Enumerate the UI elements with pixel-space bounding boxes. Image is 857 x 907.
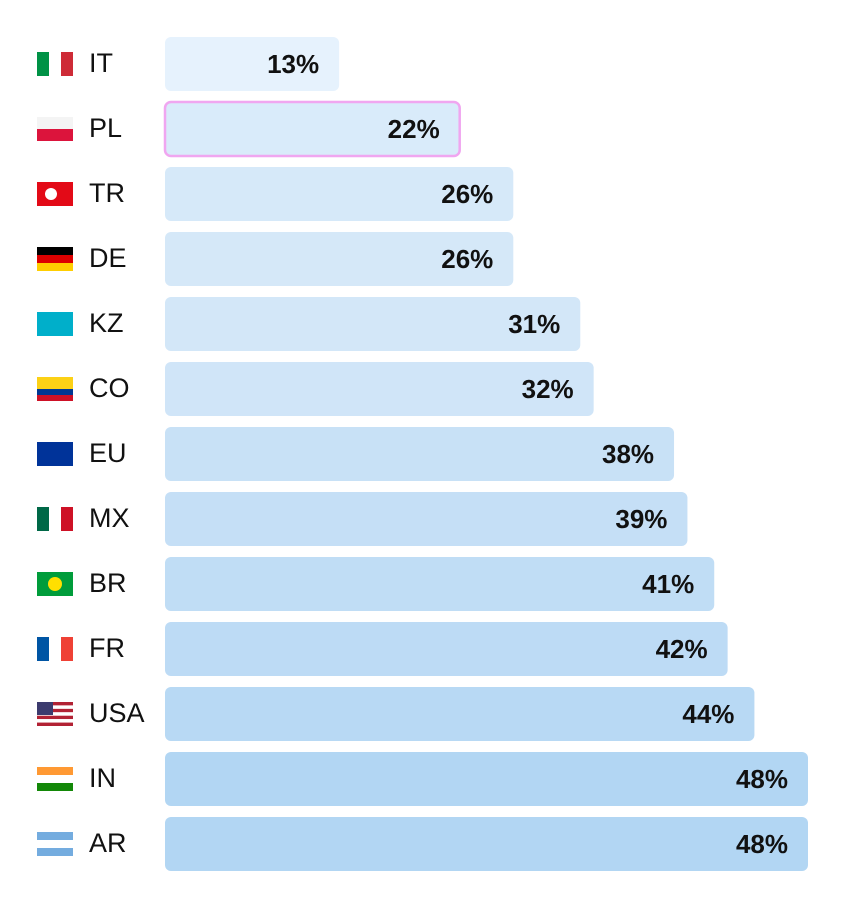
flag-stripe <box>49 637 61 661</box>
category-label: MX <box>89 503 130 533</box>
flag-stripe <box>61 507 73 531</box>
flag-stripe <box>37 848 73 856</box>
bar <box>165 817 808 871</box>
category-label: FR <box>89 633 125 663</box>
flag-stripe <box>37 255 73 263</box>
category-label: AR <box>89 828 127 858</box>
flag-stripe <box>37 383 73 389</box>
flag-stripe <box>37 708 73 713</box>
flag-stripe <box>37 775 73 783</box>
flag <box>37 702 73 726</box>
flag-stripe <box>37 715 73 720</box>
bar <box>165 752 808 806</box>
flag-stripe <box>37 705 73 709</box>
value-label: 39% <box>615 504 667 534</box>
value-label: 32% <box>522 374 574 404</box>
bar <box>165 557 715 611</box>
flag <box>37 117 73 141</box>
flag-stripe <box>37 719 73 723</box>
flag-stripe <box>61 637 73 661</box>
flag-moon <box>45 188 57 200</box>
flag-stripe <box>37 117 73 129</box>
flag-stripe <box>49 52 61 76</box>
category-label: DE <box>89 243 127 273</box>
flag-stripe <box>49 507 61 531</box>
category-label: EU <box>89 438 127 468</box>
category-label: IN <box>89 763 116 793</box>
flag-stripe <box>37 52 49 76</box>
value-label: 31% <box>508 309 560 339</box>
flag-canton <box>37 702 53 715</box>
flag-stripe <box>37 722 73 726</box>
bar <box>165 37 340 91</box>
value-label: 44% <box>682 699 734 729</box>
value-label: 22% <box>388 114 440 144</box>
bar <box>163 100 461 158</box>
flag-stripe <box>37 840 73 848</box>
flag <box>37 247 73 271</box>
flag <box>37 442 73 466</box>
flag-stripe <box>37 767 73 775</box>
bar <box>165 167 514 221</box>
category-label: CO <box>89 373 130 403</box>
flag-stripe <box>37 712 73 716</box>
flag-stripe <box>37 442 73 466</box>
flag <box>37 507 73 531</box>
flag-stripe <box>37 507 49 531</box>
value-label: 13% <box>267 49 319 79</box>
flag-stripe <box>37 832 73 840</box>
bar <box>165 622 728 676</box>
flag <box>37 637 73 661</box>
flag-stripe <box>61 52 73 76</box>
category-label: BR <box>89 568 127 598</box>
flag-stripe <box>37 389 73 395</box>
flag <box>37 572 73 596</box>
flag-stripe <box>37 312 73 336</box>
bar <box>165 492 688 546</box>
flag-stripe <box>37 263 73 271</box>
flag-stripe <box>37 247 73 255</box>
value-label: 48% <box>736 829 788 859</box>
bar <box>165 362 594 416</box>
value-label: 41% <box>642 569 694 599</box>
value-label: 38% <box>602 439 654 469</box>
flag <box>37 312 73 336</box>
flag-stripe <box>37 395 73 401</box>
category-label: IT <box>89 48 113 78</box>
category-label: KZ <box>89 308 124 338</box>
flag-stripe <box>37 783 73 791</box>
flag <box>37 52 73 76</box>
flag <box>37 832 73 856</box>
category-label: TR <box>89 178 125 208</box>
flag-disc <box>48 577 62 591</box>
category-label: PL <box>89 113 122 143</box>
flag-stripe <box>37 702 73 706</box>
bar <box>165 297 581 351</box>
flag-stripe <box>37 377 73 383</box>
value-label: 26% <box>441 179 493 209</box>
flag-stripe <box>37 129 73 141</box>
value-label: 48% <box>736 764 788 794</box>
category-label: USA <box>89 698 145 728</box>
flag <box>37 767 73 791</box>
flag <box>37 377 73 401</box>
flag-stripe <box>37 637 49 661</box>
bar <box>165 687 755 741</box>
bar <box>165 427 675 481</box>
flag <box>37 182 73 206</box>
value-label: 42% <box>656 634 708 664</box>
value-label: 26% <box>441 244 493 274</box>
bar <box>165 232 514 286</box>
